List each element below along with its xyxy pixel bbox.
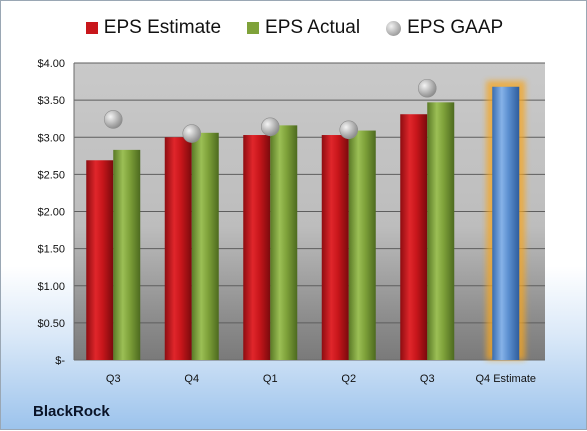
y-tick-label: $3.50 (37, 95, 65, 107)
y-tick-label: $- (55, 355, 65, 367)
y-tick-label: $4.00 (37, 58, 65, 70)
x-tick-label: Q2 (341, 373, 356, 385)
legend-label-gaap: EPS GAAP (407, 17, 504, 38)
x-tick-label: Q3 (106, 373, 121, 385)
y-tick-label: $1.50 (37, 244, 65, 256)
y-tick-label: $2.50 (37, 169, 65, 181)
bar-actual (270, 125, 298, 361)
legend-swatch-estimate (85, 22, 98, 34)
legend-item-estimate: EPS Estimate (85, 17, 222, 39)
x-tick-label: Q4 (184, 373, 199, 385)
legend-item-actual: EPS Actual (247, 17, 360, 39)
legend-item-gaap: EPS GAAP (386, 17, 503, 39)
bar-estimate (86, 160, 114, 360)
bar-actual (113, 149, 141, 360)
bar-actual (191, 132, 219, 360)
company-name: BlackRock (33, 403, 110, 420)
point-gaap (182, 124, 202, 143)
chart-legend: EPS Estimate EPS Actual EPS GAAP (1, 17, 587, 39)
legend-label-actual: EPS Actual (265, 17, 361, 38)
legend-label-estimate: EPS Estimate (103, 17, 222, 38)
point-gaap (339, 120, 359, 140)
point-gaap (417, 78, 437, 98)
bars (86, 78, 526, 361)
point-gaap (260, 117, 280, 137)
x-tick-label: Q4 Estimate (475, 373, 536, 385)
bar-estimate (400, 114, 428, 360)
bar-estimate (164, 137, 192, 360)
bar-estimate (243, 135, 271, 360)
legend-swatch-gaap (386, 20, 402, 36)
bar-estimate (321, 135, 349, 360)
gridlines (73, 62, 545, 361)
bar-forecast-estimate (492, 86, 520, 360)
y-tick-label: $3.00 (37, 132, 65, 144)
x-tick-label: Q1 (263, 373, 278, 385)
x-tick-label: Q3 (420, 373, 435, 385)
point-gaap (103, 110, 123, 129)
y-tick-label: $0.50 (37, 318, 65, 330)
x-axis-tick-labels: Q3 Q4 Q1 Q2 Q3 Q4 Estimate (106, 373, 536, 385)
y-tick-label: $1.00 (37, 281, 65, 293)
bar-actual (348, 130, 376, 360)
legend-swatch-actual (247, 22, 260, 34)
y-tick-label: $2.00 (37, 207, 65, 219)
y-axis-tick-labels: $- $0.50 $1.00 $1.50 $2.00 $2.50 $3.00 $3.50 $4.… (37, 58, 65, 367)
bar-actual (427, 102, 455, 360)
